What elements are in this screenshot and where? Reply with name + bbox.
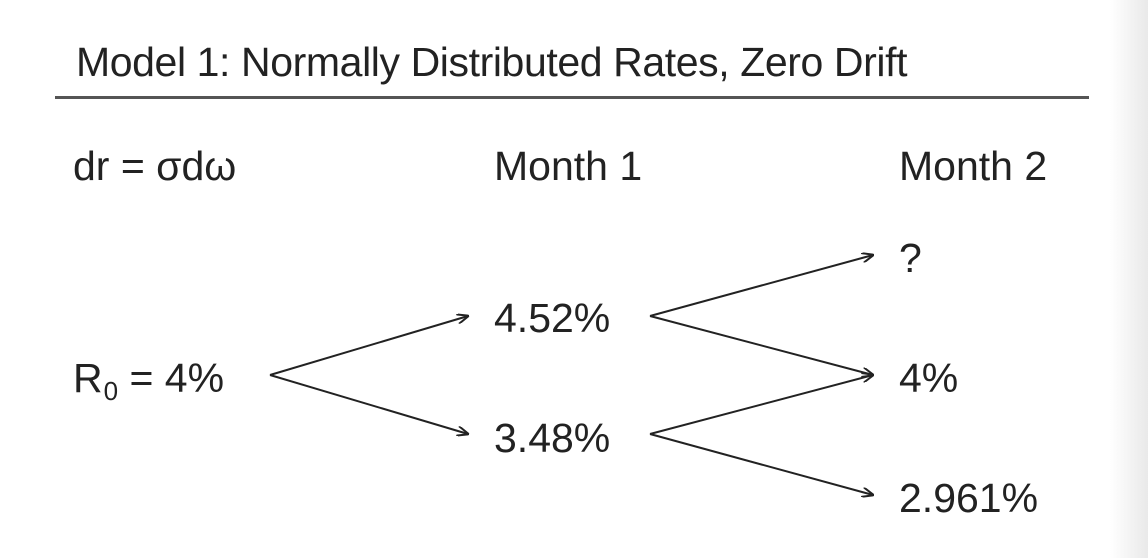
arrow-up-to-question <box>649 255 873 317</box>
root-node: R0 = 4% <box>73 355 225 406</box>
title-underline <box>55 96 1089 99</box>
month2-up-node: ? <box>899 235 922 281</box>
month2-middle-node: 4% <box>899 355 959 401</box>
month2-down-node: 2.961% <box>899 475 1039 521</box>
root-subscript: 0 <box>103 376 119 406</box>
arrow-root-to-down <box>269 374 468 434</box>
arrow-up-to-middle <box>649 315 873 375</box>
root-value: = 4% <box>118 355 225 401</box>
arrow-down-to-low <box>649 433 873 495</box>
month1-up-node: 4.52% <box>494 295 611 341</box>
diagram-title: Model 1: Normally Distributed Rates, Zer… <box>76 39 908 85</box>
month1-down-node: 3.48% <box>494 415 611 461</box>
root-symbol: R <box>73 355 103 401</box>
arrow-down-to-middle <box>649 375 873 435</box>
column-header-month-2: Month 2 <box>899 143 1048 189</box>
edge-shadow <box>1110 0 1148 558</box>
column-header-month-1: Month 1 <box>494 143 643 189</box>
equation-label: dr = σdω <box>73 143 237 189</box>
arrow-root-to-up <box>269 316 468 376</box>
